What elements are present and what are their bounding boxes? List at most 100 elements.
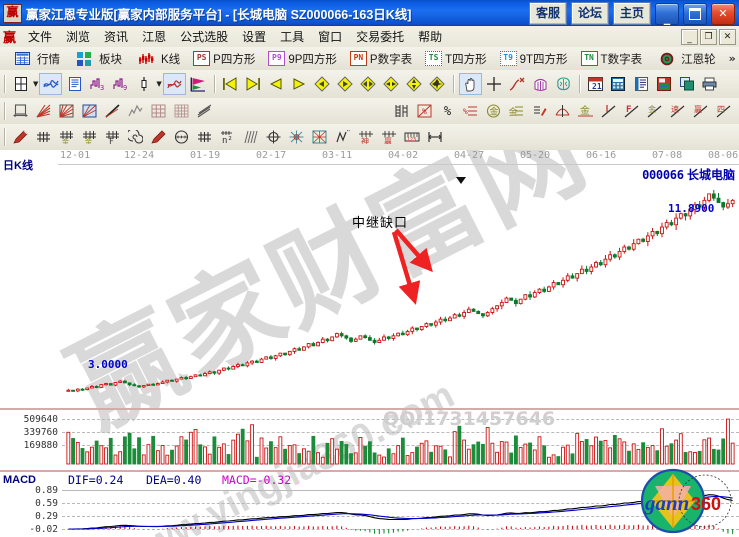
forum-button[interactable]: 论坛 <box>570 2 609 25</box>
toolbar-overflow-chevron-icon[interactable]: » <box>728 52 736 65</box>
close-button[interactable]: ✕ <box>711 2 735 25</box>
star-burst-icon[interactable] <box>286 127 307 147</box>
menu-item-window[interactable]: 窗口 <box>318 30 343 44</box>
toolbar-button-blocks[interactable]: 板块 <box>70 49 132 69</box>
spiral-icon[interactable] <box>125 127 146 147</box>
speed-red-icon[interactable]: 速 <box>667 101 688 121</box>
zoom-both-icon[interactable] <box>358 74 379 94</box>
toolbar-button-9p-square[interactable]: P9 9P四方形 <box>265 51 347 67</box>
brain-icon[interactable] <box>553 74 574 94</box>
print-icon[interactable] <box>700 74 721 94</box>
toolbar-button-t-square[interactable]: TS T四方形 <box>422 51 497 67</box>
circle-scale-icon[interactable] <box>171 127 192 147</box>
first-page-icon[interactable] <box>220 74 241 94</box>
toolbar-button-kline[interactable]: K线 <box>132 49 190 69</box>
homepage-button[interactable]: 主页 <box>612 2 651 25</box>
expand-h-icon[interactable] <box>381 74 402 94</box>
fan-lines-icon[interactable] <box>33 101 54 121</box>
gold-hash2-icon[interactable]: 金 <box>79 127 100 147</box>
menu-item-settings[interactable]: 设置 <box>242 30 267 44</box>
percent-lines-icon[interactable]: % <box>460 101 481 121</box>
menu-item-help[interactable]: 帮助 <box>418 30 443 44</box>
macd-panel[interactable]: MACD DIF=0.24 DEA=0.40 MACD=-0.32 0.89 0… <box>0 472 739 537</box>
zoom-left-icon[interactable] <box>312 74 333 94</box>
gold-lines-icon[interactable]: 金 <box>506 101 527 121</box>
hand-tool-icon[interactable] <box>458 73 482 95</box>
toolbar-button-quotes[interactable]: 行情 <box>8 49 70 69</box>
grid-hash-icon[interactable] <box>33 127 54 147</box>
customer-service-button[interactable]: 客服 <box>528 2 567 25</box>
volume-panel[interactable]: 509640 339760 169880 QQ:1731457646 <box>0 408 739 470</box>
angle-gold-icon[interactable]: 金 <box>644 101 665 121</box>
menu-item-file[interactable]: 文件 <box>28 30 53 44</box>
price-panel[interactable]: 中继缺口 3.0000 11.8900 <box>0 180 739 402</box>
scribble-icon[interactable] <box>39 73 63 95</box>
save-icon[interactable] <box>654 74 675 94</box>
gold-square-icon[interactable]: 金 <box>575 101 596 121</box>
formula-edit-icon[interactable] <box>162 73 186 95</box>
document-icon[interactable] <box>64 74 85 94</box>
minimize-button[interactable]: _ <box>655 2 679 25</box>
win-red-icon[interactable]: 赢 <box>690 101 711 121</box>
indicator-3-icon[interactable]: 3 <box>87 74 108 94</box>
wave-icon[interactable]: " <box>332 127 353 147</box>
expand-v-icon[interactable] <box>404 74 425 94</box>
step-back-icon[interactable] <box>266 74 287 94</box>
ruler-icon[interactable]: 123 <box>401 127 422 147</box>
menu-item-trade[interactable]: 交易委托 <box>356 30 405 44</box>
step-forward-icon[interactable] <box>289 74 310 94</box>
fan-a-icon[interactable] <box>240 127 261 147</box>
color-palette-icon[interactable] <box>530 74 551 94</box>
mdi-close-button[interactable]: ✕ <box>719 29 736 45</box>
menu-item-browse[interactable]: 浏览 <box>66 30 91 44</box>
mdi-minimize-button[interactable]: _ <box>681 29 698 45</box>
menu-item-formula-screener[interactable]: 公式选股 <box>180 30 229 44</box>
parallel-lines-icon[interactable] <box>194 101 215 121</box>
four-red-icon[interactable]: 四 <box>713 101 734 121</box>
grid-square-icon[interactable] <box>148 101 169 121</box>
mdi-restore-button[interactable]: ❐ <box>700 29 717 45</box>
spider-web-icon[interactable] <box>309 127 330 147</box>
pen-gold-icon[interactable] <box>529 101 550 121</box>
candle-single-icon[interactable] <box>133 74 154 94</box>
hash-plain-icon[interactable] <box>194 127 215 147</box>
crosshair-icon[interactable] <box>484 74 505 94</box>
grid-dense-icon[interactable] <box>171 101 192 121</box>
candle-dropdown-arrow-icon[interactable]: ▼ <box>156 80 162 88</box>
toolbar-button-t-number-table[interactable]: TN T数字表 <box>578 51 653 67</box>
win-red2-icon[interactable]: 赢 <box>378 127 399 147</box>
ladder-icon[interactable] <box>391 101 412 121</box>
copy-icon[interactable] <box>677 74 698 94</box>
percent-fan-icon[interactable]: % <box>414 101 435 121</box>
angle-1-icon[interactable] <box>598 101 619 121</box>
menu-item-gann[interactable]: 江恩 <box>142 30 167 44</box>
maximize-button[interactable] <box>683 2 707 25</box>
chart-area[interactable]: 赢家财富网 www.yingjia360.com 日K线 12-01 12-24… <box>0 150 739 537</box>
toolbar-button-p-number-table[interactable]: PN P数字表 <box>347 51 422 67</box>
pen-red-icon[interactable] <box>10 127 31 147</box>
toolbar-button-p-square[interactable]: PS P四方形 <box>190 51 265 67</box>
gold-circle-icon[interactable]: 金 <box>483 101 504 121</box>
expand-all-icon[interactable] <box>427 74 448 94</box>
frame-icon[interactable] <box>10 101 31 121</box>
toolbar-button-9t-square[interactable]: T9 9T四方形 <box>497 51 578 67</box>
percent-icon[interactable]: % <box>443 104 452 118</box>
f-hash-icon[interactable]: F <box>102 127 123 147</box>
arc-red-icon[interactable] <box>552 101 573 121</box>
zoom-right-icon[interactable] <box>335 74 356 94</box>
notes-icon[interactable] <box>631 74 652 94</box>
calendar-day-icon[interactable] <box>10 74 31 94</box>
gold-hash-icon[interactable]: 金 <box>56 127 77 147</box>
menu-item-news[interactable]: 资讯 <box>104 30 129 44</box>
measure-icon[interactable] <box>424 127 445 147</box>
calculator-icon[interactable] <box>608 74 629 94</box>
calendar-dropdown-arrow-icon[interactable]: ▼ <box>33 80 39 88</box>
zigzag-icon[interactable] <box>125 101 146 121</box>
toolbar-button-gann-wheel[interactable]: 江恩轮 <box>652 49 726 69</box>
draw-curve-icon[interactable] <box>507 74 528 94</box>
pen-red2-icon[interactable] <box>148 127 169 147</box>
angle-f-icon[interactable]: F <box>621 101 642 121</box>
calendar-21-icon[interactable]: 21 <box>585 74 606 94</box>
trend-line-icon[interactable] <box>102 101 123 121</box>
menu-item-tools[interactable]: 工具 <box>280 30 305 44</box>
